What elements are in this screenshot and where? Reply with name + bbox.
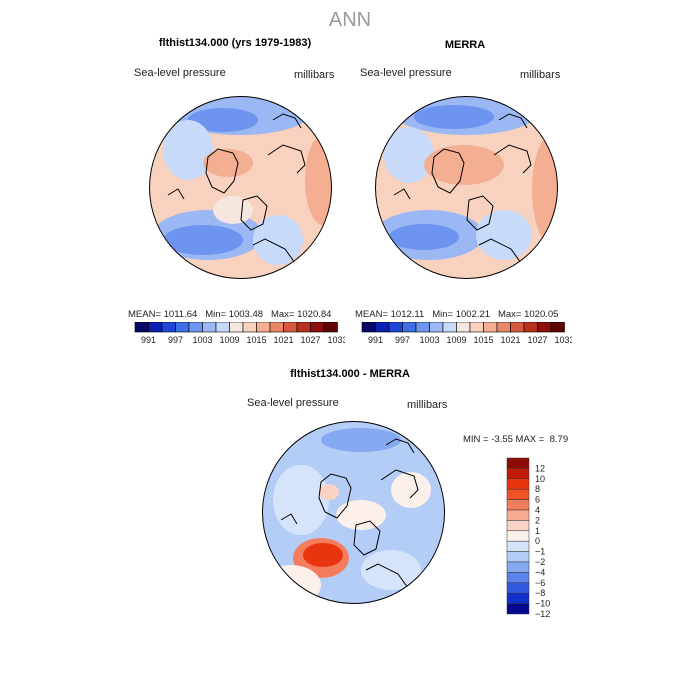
panel-2-variable: Sea-level pressure bbox=[360, 67, 452, 79]
colorbar-swatch bbox=[361, 322, 376, 333]
colorbar-swatch bbox=[161, 322, 176, 333]
colorbar-swatch bbox=[256, 322, 271, 333]
panel-3-title: flthist134.000 - MERRA bbox=[290, 368, 410, 380]
colorbar-swatch bbox=[388, 322, 403, 333]
panel-1-variable: Sea-level pressure bbox=[134, 67, 226, 79]
colorbar-swatch bbox=[375, 322, 390, 333]
colorbar-swatch bbox=[506, 457, 530, 469]
panel-1-units: millibars bbox=[294, 69, 335, 81]
colorbar-swatch bbox=[506, 592, 530, 604]
panel-1-title: flthist134.000 (yrs 1979-1983) bbox=[158, 37, 312, 49]
colorbar-tick-label: 1033 bbox=[554, 335, 572, 345]
colorbar-tick-label: −6 bbox=[535, 578, 545, 588]
colorbar-swatch bbox=[442, 322, 457, 333]
colorbar-swatch bbox=[506, 582, 530, 594]
colorbar-swatch bbox=[483, 322, 498, 333]
colorbar-swatch bbox=[175, 322, 190, 333]
panel-3-units: millibars bbox=[407, 399, 448, 411]
panel-2-title: MERRA bbox=[444, 39, 486, 51]
colorbar-swatch bbox=[506, 468, 530, 480]
colorbar-tick-label: 1003 bbox=[419, 335, 439, 345]
colorbar-tick-label: 1009 bbox=[219, 335, 239, 345]
panel-2-stats: MEAN= 1012.11 Min= 1002.21 Max= 1020.05 bbox=[355, 309, 559, 320]
colorbar-tick-label: 991 bbox=[141, 335, 156, 345]
main-title: ANN bbox=[328, 9, 372, 31]
colorbar-tick-label: −8 bbox=[535, 588, 545, 598]
colorbar-swatch bbox=[506, 530, 530, 542]
colorbar-tick-label: −12 bbox=[535, 609, 550, 619]
colorbar-swatch bbox=[323, 322, 338, 333]
colorbar-swatch bbox=[296, 322, 311, 333]
panel-3-stats: MIN = -3.55 MAX = 8.79 bbox=[463, 434, 569, 445]
colorbar-tick-label: 10 bbox=[535, 474, 545, 484]
colorbar-tick-label: 1009 bbox=[446, 335, 466, 345]
panel-2-map bbox=[375, 96, 558, 279]
colorbar-swatch bbox=[415, 322, 430, 333]
colorbar-swatch bbox=[506, 603, 530, 615]
colorbar-tick-label: 1027 bbox=[527, 335, 547, 345]
colorbar-tick-label: 1015 bbox=[473, 335, 493, 345]
colorbar-swatch bbox=[188, 322, 203, 333]
panel-3-map bbox=[262, 421, 445, 604]
colorbar-tick-label: 1021 bbox=[500, 335, 520, 345]
colorbar-tick-label: 1 bbox=[535, 526, 540, 536]
colorbar-swatch bbox=[506, 561, 530, 573]
colorbar-tick-label: 4 bbox=[535, 505, 540, 515]
colorbar-swatch bbox=[506, 572, 530, 584]
colorbar-swatch bbox=[202, 322, 217, 333]
colorbar-swatch bbox=[148, 322, 163, 333]
panel-1-map bbox=[149, 96, 332, 279]
panel-3-variable: Sea-level pressure bbox=[247, 397, 339, 409]
colorbar-swatch bbox=[523, 322, 538, 333]
colorbar-tick-label: 1021 bbox=[273, 335, 293, 345]
colorbar-swatch bbox=[506, 499, 530, 511]
colorbar-swatch bbox=[310, 322, 325, 333]
colorbar-swatch bbox=[550, 322, 565, 333]
colorbar-tick-label: −4 bbox=[535, 567, 545, 577]
colorbar-swatch bbox=[506, 478, 530, 490]
colorbar-swatch bbox=[402, 322, 417, 333]
colorbar-tick-label: 1027 bbox=[300, 335, 320, 345]
colorbar-swatch bbox=[469, 322, 484, 333]
panel-1-stats: MEAN= 1011.64 Min= 1003.48 Max= 1020.84 bbox=[128, 309, 332, 320]
panel-1-colorbar: 991 997 1003 1009 1015 1021 1027 1033 bbox=[134, 322, 345, 345]
colorbar-swatch bbox=[269, 322, 284, 333]
colorbar-swatch bbox=[506, 540, 530, 552]
colorbar-tick-label: 6 bbox=[535, 495, 540, 505]
colorbar-tick-label: 997 bbox=[168, 335, 183, 345]
colorbar-tick-label: 997 bbox=[395, 335, 410, 345]
colorbar-tick-label: −1 bbox=[535, 547, 545, 557]
colorbar-swatch bbox=[456, 322, 471, 333]
colorbar-swatch bbox=[506, 509, 530, 521]
colorbar-tick-label: 8 bbox=[535, 484, 540, 494]
colorbar-swatch bbox=[506, 551, 530, 563]
colorbar-tick-label: 991 bbox=[368, 335, 383, 345]
colorbar-tick-label: 1003 bbox=[192, 335, 212, 345]
colorbar-swatch bbox=[496, 322, 511, 333]
colorbar-swatch bbox=[283, 322, 298, 333]
colorbar-swatch bbox=[215, 322, 230, 333]
colorbar-tick-label: −10 bbox=[535, 599, 550, 609]
panel-2-units: millibars bbox=[520, 69, 561, 81]
colorbar-swatch bbox=[229, 322, 244, 333]
colorbar-swatch bbox=[134, 322, 149, 333]
colorbar-tick-label: 0 bbox=[535, 536, 540, 546]
colorbar-tick-label: 1033 bbox=[327, 335, 345, 345]
colorbar-swatch bbox=[537, 322, 552, 333]
panel-2-colorbar: 991 997 1003 1009 1015 1021 1027 1033 bbox=[361, 322, 572, 345]
colorbar-swatch bbox=[506, 520, 530, 532]
colorbar-swatch bbox=[242, 322, 257, 333]
colorbar-tick-label: 12 bbox=[535, 463, 545, 473]
colorbar-tick-label: 1015 bbox=[246, 335, 266, 345]
colorbar-swatch bbox=[510, 322, 525, 333]
colorbar-tick-label: 2 bbox=[535, 515, 540, 525]
colorbar-swatch bbox=[429, 322, 444, 333]
colorbar-tick-label: −2 bbox=[535, 557, 545, 567]
colorbar-swatch bbox=[506, 488, 530, 500]
